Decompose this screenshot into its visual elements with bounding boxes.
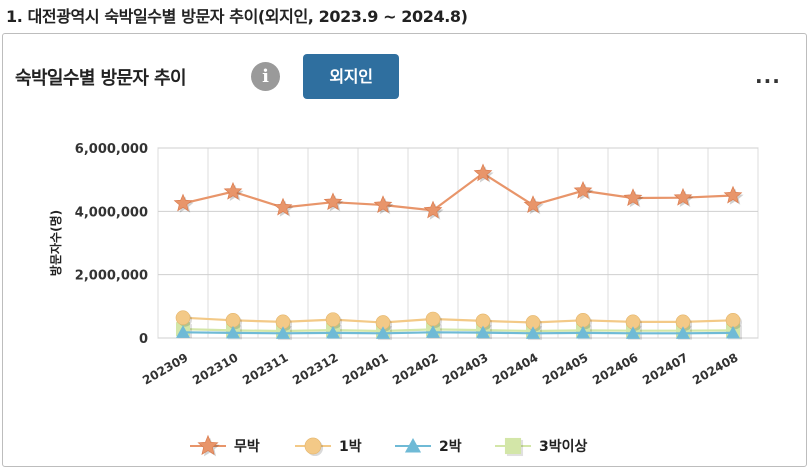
data-point — [576, 325, 590, 339]
data-point — [273, 197, 293, 216]
x-tick-label: 202404 — [490, 350, 540, 387]
y-tick-label: 6,000,000 — [75, 142, 148, 157]
series-2 — [175, 310, 742, 332]
x-tick-label: 202403 — [440, 350, 490, 387]
data-point — [626, 326, 640, 339]
data-point — [225, 312, 241, 328]
y-axis-label: 방문자수(명) — [48, 210, 63, 276]
legend-label: 3박이상 — [539, 438, 588, 455]
x-tick-label: 202401 — [340, 350, 390, 387]
legend-marker — [197, 434, 219, 456]
data-point — [476, 325, 490, 339]
data-point — [623, 188, 643, 206]
data-point — [223, 181, 243, 200]
data-point — [526, 326, 540, 339]
info-icon[interactable]: i — [251, 62, 280, 91]
data-point — [376, 326, 390, 339]
y-tick-label: 2,000,000 — [75, 269, 148, 284]
series-line — [182, 316, 734, 324]
legend-label: 무박 — [234, 438, 260, 455]
data-point — [173, 193, 193, 212]
legend-marker — [504, 437, 522, 455]
data-point — [323, 192, 343, 211]
legend-marker — [304, 437, 322, 455]
legend-label: 2박 — [439, 438, 462, 455]
data-point — [176, 325, 190, 338]
tab-outsider[interactable]: 외지인 — [303, 54, 399, 99]
data-point — [373, 195, 393, 213]
x-tick-label: 202408 — [690, 350, 740, 387]
x-tick-label: 202309 — [140, 350, 190, 387]
data-point — [326, 325, 340, 339]
data-point — [276, 326, 290, 339]
x-tick-label: 202311 — [240, 350, 290, 387]
y-tick-label: 4,000,000 — [75, 205, 148, 220]
legend: 무박 1박 2박 3박이상 — [190, 434, 588, 457]
data-point — [725, 312, 741, 328]
x-tick-label: 202312 — [290, 350, 340, 387]
series-1 — [173, 163, 744, 220]
data-point — [426, 325, 440, 338]
data-point — [175, 310, 191, 326]
series-line — [182, 328, 734, 333]
page-heading: 1. 대전광역시 숙박일수별 방문자 추이(외지인, 2023.9 ~ 2024… — [6, 7, 468, 26]
data-point — [575, 312, 591, 328]
chart-grid: 0 2,000,000 4,000,000 6,000,000 — [75, 142, 759, 347]
data-point — [726, 325, 740, 339]
data-point — [226, 325, 240, 339]
data-point — [676, 326, 690, 339]
x-tick-label: 202402 — [390, 350, 440, 387]
data-point — [473, 163, 493, 182]
x-tick-label: 202310 — [190, 350, 240, 387]
legend-label: 1박 — [339, 438, 362, 455]
data-point — [723, 185, 743, 204]
more-options-icon[interactable]: ... — [755, 64, 781, 88]
x-tick-label: 202407 — [640, 350, 690, 387]
data-point — [423, 200, 443, 219]
x-tick-label: 202405 — [540, 350, 590, 387]
legend-marker — [404, 437, 422, 453]
series-3 — [176, 325, 740, 339]
data-point — [523, 195, 543, 213]
data-point — [673, 187, 693, 206]
data-point — [573, 181, 593, 199]
card-title: 숙박일수별 방문자 추이 — [15, 68, 187, 89]
series-line — [182, 331, 734, 335]
data-point — [325, 312, 341, 327]
x-tick-label: 202406 — [590, 350, 640, 387]
data-point — [425, 311, 441, 327]
y-tick-label: 0 — [139, 332, 148, 347]
